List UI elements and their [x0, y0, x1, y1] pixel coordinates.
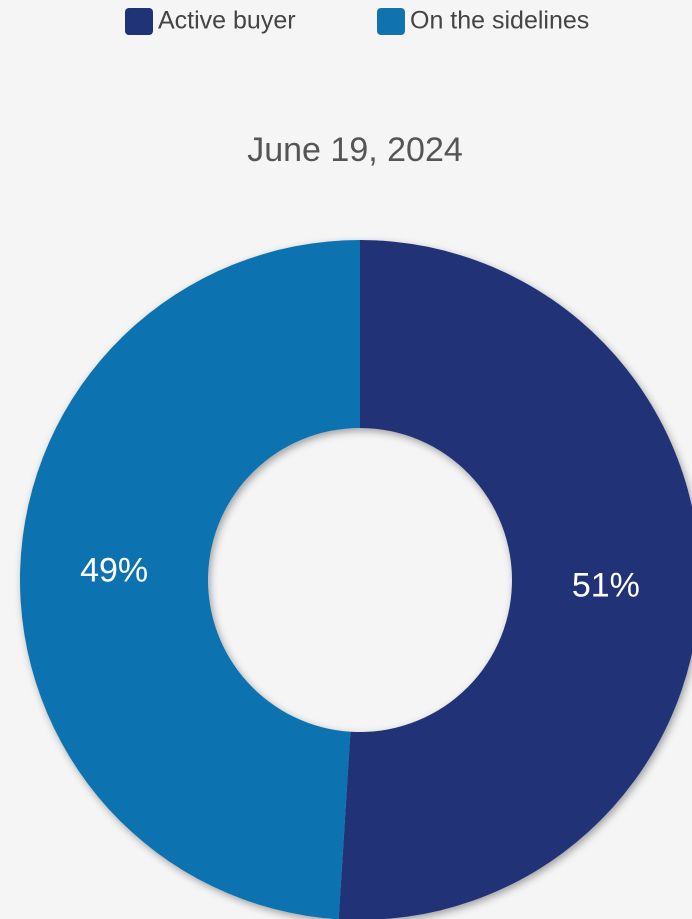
slice-label: 49% — [80, 551, 148, 589]
legend-swatch — [377, 8, 405, 35]
legend-label: Active buyer — [158, 7, 296, 35]
slice — [20, 240, 360, 919]
donut — [20, 240, 692, 919]
slice — [338, 240, 692, 919]
legend-swatch — [125, 8, 153, 35]
slice-label: 51% — [572, 567, 640, 605]
chart-title: June 19, 2024 — [247, 131, 463, 169]
legend-label: On the sidelines — [410, 7, 589, 35]
